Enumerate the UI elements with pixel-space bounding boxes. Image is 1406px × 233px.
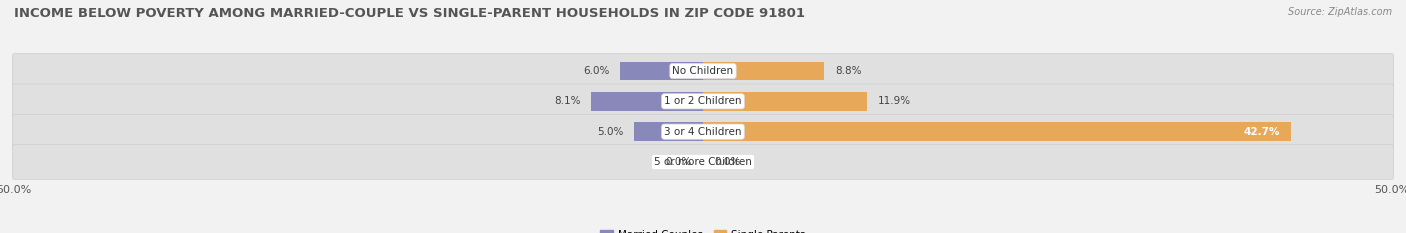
FancyBboxPatch shape (13, 84, 1393, 119)
Text: 0.0%: 0.0% (665, 157, 692, 167)
Text: INCOME BELOW POVERTY AMONG MARRIED-COUPLE VS SINGLE-PARENT HOUSEHOLDS IN ZIP COD: INCOME BELOW POVERTY AMONG MARRIED-COUPL… (14, 7, 806, 20)
FancyBboxPatch shape (13, 54, 1393, 88)
Text: 0.0%: 0.0% (714, 157, 741, 167)
Legend: Married Couples, Single Parents: Married Couples, Single Parents (596, 226, 810, 233)
Text: 8.8%: 8.8% (835, 66, 862, 76)
Text: 5.0%: 5.0% (596, 127, 623, 137)
Text: 11.9%: 11.9% (877, 96, 911, 106)
Text: No Children: No Children (672, 66, 734, 76)
Bar (703, 62, 824, 80)
Text: Source: ZipAtlas.com: Source: ZipAtlas.com (1288, 7, 1392, 17)
Text: 1 or 2 Children: 1 or 2 Children (664, 96, 742, 106)
Bar (592, 92, 703, 111)
Text: 8.1%: 8.1% (554, 96, 581, 106)
FancyBboxPatch shape (13, 145, 1393, 179)
Text: 42.7%: 42.7% (1244, 127, 1281, 137)
Bar (703, 122, 1291, 141)
Text: 6.0%: 6.0% (583, 66, 609, 76)
Bar (703, 92, 868, 111)
FancyBboxPatch shape (13, 114, 1393, 149)
Text: 3 or 4 Children: 3 or 4 Children (664, 127, 742, 137)
Bar (620, 62, 703, 80)
Bar (634, 122, 703, 141)
Text: 5 or more Children: 5 or more Children (654, 157, 752, 167)
